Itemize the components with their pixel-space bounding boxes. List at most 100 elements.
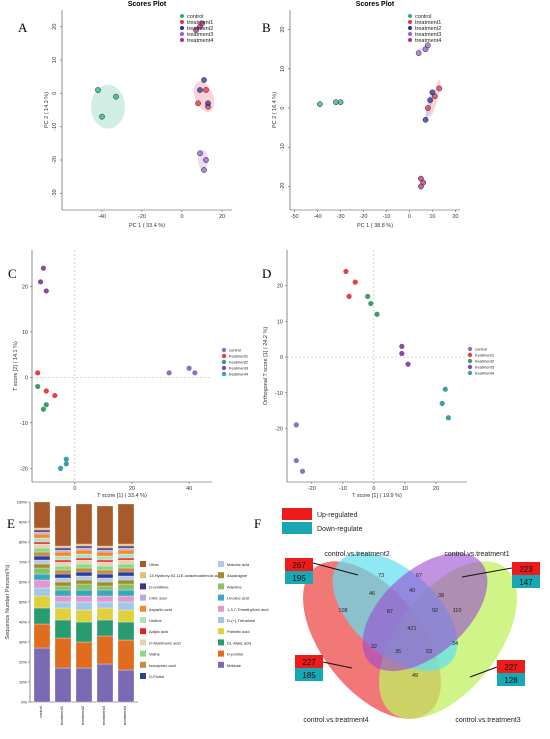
bar-segment-isocaproic-acid (33, 551, 51, 557)
bar-segment-13-hydroxy-9z-11e-octadecadienoic-acid (96, 545, 114, 549)
x-tick-label: -10 (383, 214, 391, 220)
legend-marker-treatment4 (408, 38, 412, 42)
plot-title: Scores Plot (128, 1, 167, 8)
y-tick-label: 0 (25, 375, 28, 381)
panel-d: D -20 -10 0 10 20 20 10 0 -10 -20 T score [1] ( 19.… (262, 250, 495, 499)
bar-segment-dl-malic-acid (54, 619, 72, 639)
legend-marker-treatment1 (180, 20, 184, 24)
bar-segment-d-proline (54, 637, 72, 669)
bar-segment-d-ornithine (96, 547, 114, 551)
legend-label-treatment2: treatment2 (415, 26, 441, 32)
data-point-treatment2 (429, 89, 436, 96)
bar-segment-isocaproic-acid (96, 569, 114, 575)
bar-segment-adipic-acid (75, 557, 93, 561)
bar-segment-uridine (54, 555, 72, 561)
legend-swatch (218, 561, 224, 567)
data-point-treatment1 (352, 279, 358, 285)
x-axis-label: PC 1 ( 38.8 %) (357, 223, 393, 229)
bar-segment-isocaproic-acid (54, 569, 72, 575)
legend-label-control: control (475, 347, 487, 352)
bar-segment-d-pinitol (96, 573, 114, 579)
y-axis-label: PC 2 ( 16.4 %) (272, 92, 278, 128)
venn-region-count: 87 (387, 609, 393, 615)
legend-label: Adipic acid (149, 629, 168, 634)
legend-swatch-up (282, 508, 312, 520)
y-tick-label: 20 (52, 24, 58, 30)
up-count-box (497, 660, 525, 673)
legend-marker-treatment4 (467, 370, 473, 376)
bar-segment-linoleic-acid (96, 589, 114, 597)
bar-segment-1-3-7-trimethyluric-acid (33, 579, 51, 589)
down-count-box (497, 673, 525, 686)
data-point-treatment1 (203, 87, 209, 93)
bar-segment-asparagine (33, 563, 51, 569)
legend-label: Malonic acid (227, 562, 249, 567)
legend-label: Palmitic acid (227, 629, 249, 634)
bar-segment-d-ornithine (54, 547, 72, 551)
y-axis-label: T score [2] ( 14.1 %) (13, 341, 19, 391)
venn-region-count: 32 (371, 644, 377, 650)
legend-swatch (218, 661, 224, 668)
legend-label: D-(+)-Trehalose (227, 618, 256, 623)
bar-segment-aspartic-acid (75, 549, 93, 555)
data-point-treatment4 (193, 27, 199, 33)
legend-marker-treatment2 (467, 358, 473, 364)
legend-label-treatment3: treatment3 (415, 32, 441, 38)
bar-segment-asparagine (96, 581, 114, 587)
bar-segment-13-hydroxy-9z-11e-octadecadienoic-acid (117, 543, 135, 547)
bar-segment-d-arabinonic-acid (54, 561, 72, 567)
x-axis-label: T score [1] ( 19.9 %) (352, 493, 402, 499)
legend-marker-treatment1 (221, 353, 227, 359)
y-tick-label: -20 (280, 182, 286, 190)
legend-marker-treatment2 (221, 359, 227, 365)
bar-segment-malonic-acid (96, 577, 114, 583)
bar-segment-citric-acid (96, 549, 114, 553)
bar-segment-other (54, 505, 72, 547)
data-point-treatment2 (205, 100, 211, 107)
data-point-control (99, 113, 105, 120)
legend-marker-treatment1 (467, 352, 473, 358)
bar-segment-other (117, 503, 135, 545)
bar-segment-13-hydroxy-9z-11e-octadecadienoic-acid (54, 545, 72, 549)
y-tick-label: 80% (19, 540, 27, 545)
bar-segment-citric-acid (33, 531, 51, 535)
bar-segment-d-ornithine (75, 545, 93, 549)
venn-connector-line (469, 666, 498, 678)
bar-segment-aspartic-acid (33, 533, 51, 539)
data-point-treatment1 (343, 268, 349, 275)
bar-segment-asparagine (75, 579, 93, 585)
bar-segment-palmitic-acid (33, 595, 51, 609)
y-tick-label: 100% (17, 500, 28, 505)
legend-label-treatment2: treatment2 (229, 360, 249, 365)
x-tick-label: 0 (372, 486, 375, 492)
panel-b: B Scores Plot -50 -40 -30 -20 -10 0 10 20 20 10 0 -10… (262, 1, 460, 229)
confidence-ellipse-treatment1 (193, 81, 215, 113)
bar-segment-d-pinitol (33, 555, 51, 561)
bar-segment-d-pinitol (117, 571, 135, 577)
x-tick-label: 0 (408, 214, 411, 220)
venn-connector-line (312, 562, 359, 576)
x-tick-label: 40 (186, 486, 192, 492)
data-point-treatment4 (57, 465, 64, 471)
bar-segment-other (96, 505, 114, 547)
legend-label: DL-Malic acid (227, 640, 251, 645)
bar-segment-adenine (117, 583, 135, 591)
bar-segment-isocaproic-acid (117, 567, 135, 573)
data-point-treatment2 (43, 402, 49, 408)
bar-segment-adipic-acid (96, 559, 114, 563)
panel-label: D (262, 266, 271, 281)
y-tick-label: -20 (52, 156, 58, 164)
venn-region-count: 421 (407, 626, 416, 632)
legend-label-treatment4: treatment4 (475, 371, 495, 376)
x-tick-label: -40 (98, 214, 106, 220)
legend-swatch (218, 572, 224, 579)
legend-swatch (140, 605, 146, 612)
y-tick-label: -10 (20, 421, 28, 427)
legend-label: Other (149, 562, 160, 567)
legend-swatch (218, 639, 224, 646)
bar-segment-citric-acid (54, 549, 72, 553)
x-tick-label: -20 (308, 486, 316, 492)
data-point-treatment3 (399, 343, 405, 349)
bar-segment-dl-malic-acid (117, 621, 135, 641)
x-tick-label: 0 (180, 214, 183, 220)
